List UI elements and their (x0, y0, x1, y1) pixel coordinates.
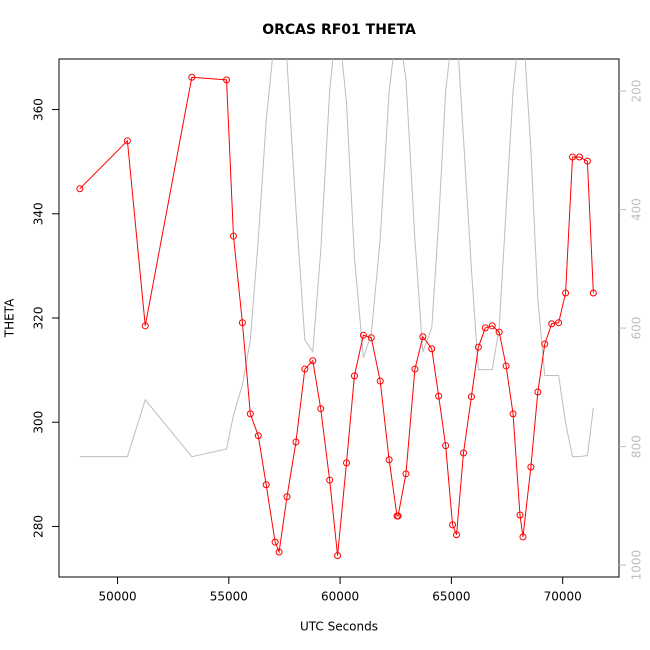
point-marker (367, 334, 375, 342)
y2-tick-label: 400 (630, 198, 644, 221)
point-marker (569, 153, 577, 161)
y2-tick-label: 800 (630, 435, 644, 458)
point-marker (271, 538, 279, 546)
point-marker (467, 393, 475, 401)
point-marker (385, 456, 393, 464)
y2-tick-label: 200 (630, 80, 644, 103)
point-marker (394, 512, 402, 520)
y-tick-label: 280 (32, 515, 46, 538)
point-marker (509, 410, 517, 418)
point-marker (519, 533, 527, 541)
point-marker (527, 463, 535, 471)
y-tick-label: 320 (32, 307, 46, 330)
y-tick-label: 360 (32, 98, 46, 121)
point-marker (442, 442, 450, 450)
point-marker (292, 438, 300, 446)
point-marker (334, 552, 342, 560)
point-marker (262, 481, 270, 489)
point-marker (555, 319, 563, 327)
point-marker (141, 322, 149, 330)
point-marker (435, 392, 443, 400)
point-marker (548, 320, 556, 328)
point-marker (575, 153, 583, 161)
series-line (79, 76, 594, 556)
x-tick-label: 70000 (544, 590, 582, 604)
x-tick-label: 60000 (321, 590, 359, 604)
point-marker (541, 340, 549, 348)
point-marker (376, 377, 384, 385)
point-marker (562, 289, 570, 297)
point-marker (502, 362, 510, 370)
point-marker (275, 548, 283, 556)
point-marker (350, 372, 358, 380)
y2-tick-label: 1000 (630, 550, 644, 581)
plot-area (76, 59, 597, 560)
point-marker (453, 531, 461, 539)
x-tick-label: 55000 (210, 590, 248, 604)
point-marker (411, 365, 419, 373)
point-marker (589, 289, 597, 297)
point-marker (402, 470, 410, 478)
point-marker (309, 357, 317, 365)
point-marker (534, 388, 542, 396)
point-marker (254, 432, 262, 440)
series-line (79, 59, 594, 458)
x-tick-label: 50000 (98, 590, 136, 604)
y-axis-label: THETA (3, 298, 17, 338)
point-marker (516, 511, 524, 519)
point-marker (317, 405, 325, 413)
y2-tick-label: 600 (630, 317, 644, 340)
point-marker (246, 410, 254, 418)
point-marker (301, 365, 309, 373)
point-marker (283, 493, 291, 501)
x-axis-label: UTC Seconds (300, 620, 378, 634)
point-marker (419, 333, 427, 341)
point-marker (123, 137, 131, 145)
x-tick-label: 65000 (432, 590, 470, 604)
point-marker (495, 328, 503, 336)
point-marker (223, 76, 231, 84)
point-marker (481, 324, 489, 332)
point-marker (474, 343, 482, 351)
y-tick-label: 340 (32, 202, 46, 225)
point-marker (359, 331, 367, 339)
point-marker (76, 185, 84, 193)
point-marker (583, 157, 591, 165)
chart-title: ORCAS RF01 THETA (262, 22, 416, 38)
point-marker (488, 322, 496, 330)
plot-frame (58, 58, 620, 578)
point-marker (428, 345, 436, 353)
point-marker (188, 73, 196, 81)
point-marker (449, 521, 457, 529)
point-marker (459, 449, 467, 457)
point-marker (238, 319, 246, 327)
point-marker (343, 459, 351, 467)
y-tick-label: 300 (32, 411, 46, 434)
point-marker (326, 476, 334, 484)
point-marker (229, 232, 237, 240)
